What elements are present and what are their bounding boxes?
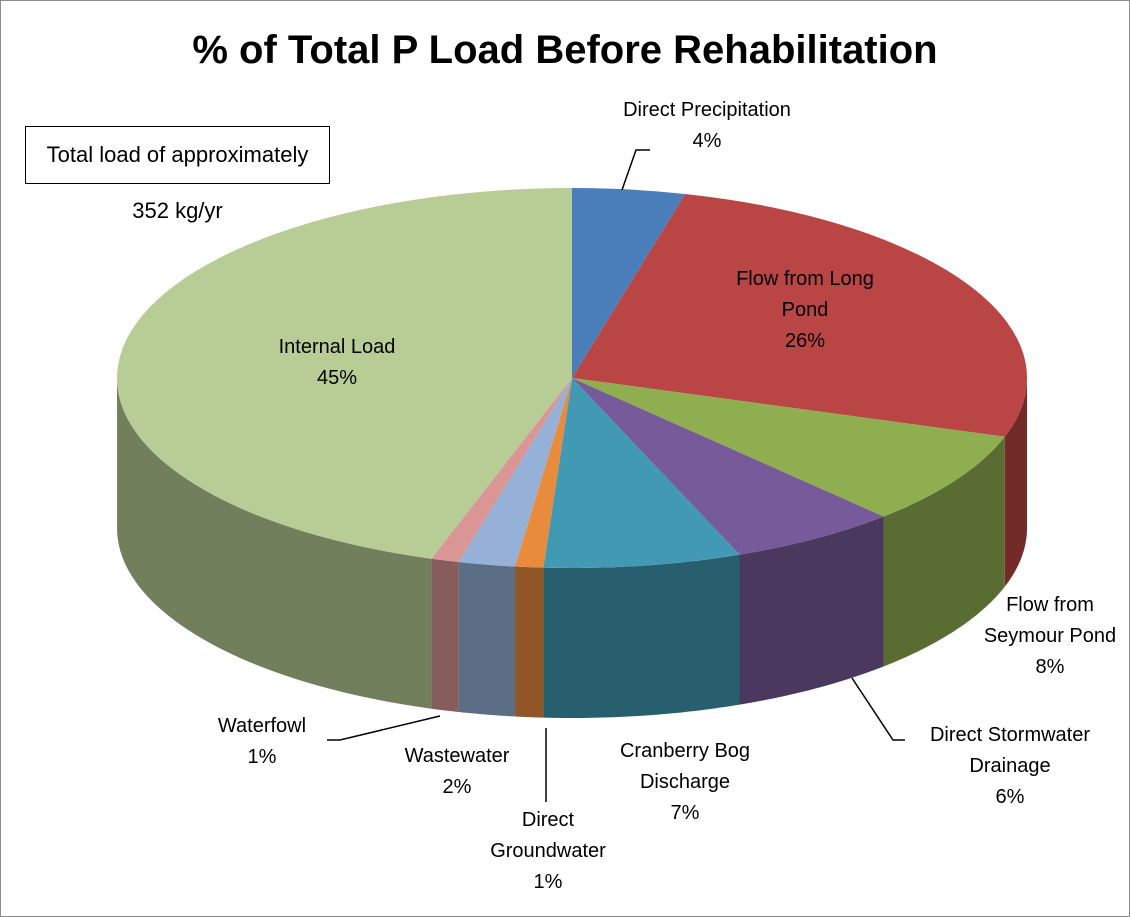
slice-side [543,554,740,718]
data-label: Wastewater 2% [387,741,527,803]
category-label: Direct Stormwater Drainage [929,724,1091,777]
slice [514,378,572,568]
leader-line [327,715,441,741]
slice [572,188,686,378]
data-label: Flow from Long Pond 26% [715,264,895,357]
slice [572,378,884,555]
data-label: Direct Precipitation 4% [577,95,837,157]
slice-side [1004,378,1027,587]
category-label: Direct Precipitation [623,99,791,121]
leader-lines [327,149,905,802]
slice-side [431,558,459,713]
value-label: 1% [247,746,277,768]
category-label: Internal Load [278,336,396,358]
data-label: Direct Groundwater 1% [478,805,618,898]
data-label: Waterfowl 1% [192,711,332,773]
pie [116,188,1027,718]
annotation: Total load of approximately 352 kg/yr [25,126,330,223]
slice [572,378,1005,517]
data-label: Flow from Seymour Pond 8% [970,590,1130,683]
category-label: Flow from Seymour Pond [983,594,1117,647]
slice-side [739,516,884,705]
chart-title: % of Total P Load Before Rehabilitation [192,28,938,72]
data-label: Cranberry Bog Discharge 7% [600,736,770,829]
value-label: 7% [670,802,700,824]
data-label: Direct Stormwater Drainage 6% [905,720,1115,813]
slice [543,378,740,568]
leader-line [621,149,650,191]
slice [431,378,572,563]
value-label: 45% [316,367,358,389]
value-label: 6% [995,786,1025,808]
slice-side [514,566,544,718]
slice-side [458,562,515,717]
slice [458,378,572,567]
category-label: Cranberry Bog Discharge [619,740,751,793]
slice-side [117,378,432,709]
leader-line [851,677,905,741]
value-label: 2% [442,776,472,798]
category-label: Direct Groundwater [490,809,606,862]
category-label: Waterfowl [217,715,307,737]
value-label: 26% [784,330,826,352]
category-label: Flow from Long Pond [736,268,874,321]
value-label: 4% [692,130,722,152]
value-label: 1% [533,871,563,893]
category-label: Wastewater [404,745,510,767]
data-label: Internal Load 45% [237,332,437,394]
slice-side [883,436,1005,667]
slice [572,193,1027,437]
value-label: 8% [1035,656,1065,678]
slice [116,188,573,559]
